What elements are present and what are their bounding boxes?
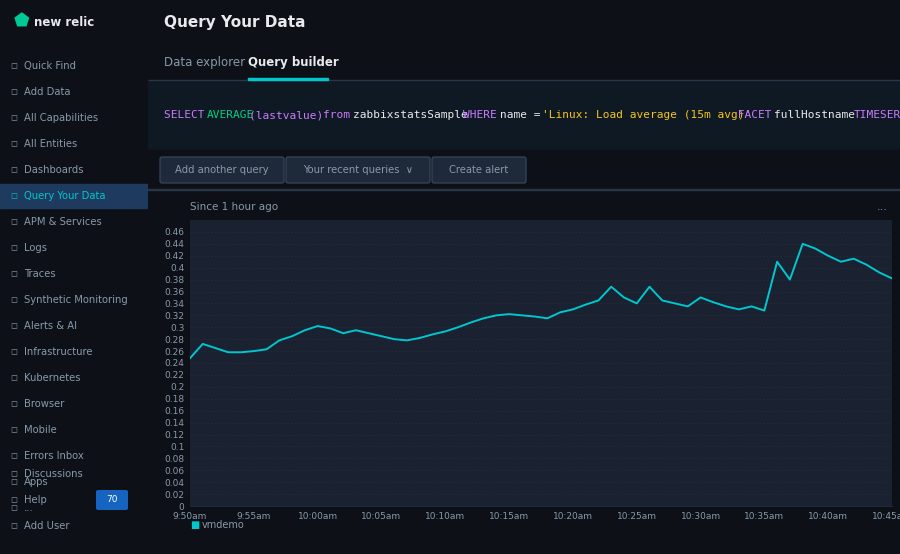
Text: ◻: ◻: [10, 399, 17, 408]
Text: Kubernetes: Kubernetes: [24, 373, 80, 383]
Text: Query Your Data: Query Your Data: [164, 15, 305, 30]
Text: Browser: Browser: [24, 399, 65, 409]
Text: Add User: Add User: [24, 521, 69, 531]
Text: vmdemo: vmdemo: [202, 520, 245, 530]
Bar: [0, 184, 148, 208]
Text: ⬟: ⬟: [14, 13, 30, 31]
FancyBboxPatch shape: [286, 157, 430, 183]
Text: Query builder: Query builder: [248, 56, 338, 69]
Bar: [0, 0, 148, 45]
Text: Quick Find: Quick Find: [24, 61, 76, 71]
Text: Errors Inbox: Errors Inbox: [24, 451, 84, 461]
Text: ◻: ◻: [10, 218, 17, 227]
Text: ◻: ◻: [10, 269, 17, 279]
Text: TIMESERIES: TIMESERIES: [853, 110, 900, 120]
Text: Traces: Traces: [24, 269, 56, 279]
Text: ◻: ◻: [10, 495, 17, 505]
Text: ◻: ◻: [10, 425, 17, 434]
Text: ◻: ◻: [10, 504, 17, 512]
Text: Create alert: Create alert: [449, 165, 508, 175]
Text: Mobile: Mobile: [24, 425, 57, 435]
Text: ◻: ◻: [10, 140, 17, 148]
Text: Discussions: Discussions: [24, 469, 83, 479]
Text: ...: ...: [24, 503, 34, 513]
Text: Synthetic Monitoring: Synthetic Monitoring: [24, 295, 128, 305]
Text: Add another query: Add another query: [176, 165, 269, 175]
Text: Data explorer: Data explorer: [164, 56, 245, 69]
Text: Alerts & AI: Alerts & AI: [24, 321, 77, 331]
Text: ...: ...: [878, 202, 888, 212]
Text: zabbixstatsSample: zabbixstatsSample: [353, 110, 474, 120]
Text: Since 1 hour ago: Since 1 hour ago: [190, 202, 278, 212]
Text: ◻: ◻: [10, 452, 17, 460]
Text: 70: 70: [106, 495, 118, 505]
Text: ◻: ◻: [10, 166, 17, 175]
Text: ◻: ◻: [10, 88, 17, 96]
Bar: [148, 189, 900, 190]
FancyBboxPatch shape: [160, 157, 284, 183]
Text: new relic: new relic: [34, 16, 94, 28]
Text: 'Linux: Load average (15m avg)': 'Linux: Load average (15m avg)': [542, 110, 752, 120]
Text: Add Data: Add Data: [24, 87, 70, 97]
Bar: [148, 0, 900, 45]
Text: FACET: FACET: [732, 110, 778, 120]
Text: ◻: ◻: [10, 295, 17, 305]
Text: Dashboards: Dashboards: [24, 165, 84, 175]
Text: ◻: ◻: [10, 114, 17, 122]
Text: Your recent queries  ∨: Your recent queries ∨: [303, 165, 413, 175]
Text: Query Your Data: Query Your Data: [24, 191, 105, 201]
Bar: [148, 150, 900, 190]
Text: (lastvalue): (lastvalue): [249, 110, 330, 120]
Text: ◻: ◻: [10, 373, 17, 382]
Text: ◻: ◻: [10, 192, 17, 201]
Text: SELECT: SELECT: [164, 110, 211, 120]
Text: Help: Help: [24, 495, 47, 505]
Text: ◻: ◻: [10, 478, 17, 486]
Bar: [148, 45, 900, 80]
Text: from: from: [322, 110, 356, 120]
Text: Logs: Logs: [24, 243, 47, 253]
Text: All Entities: All Entities: [24, 139, 77, 149]
Text: APM & Services: APM & Services: [24, 217, 102, 227]
FancyBboxPatch shape: [96, 490, 128, 510]
Text: ◻: ◻: [10, 469, 17, 479]
Text: WHERE: WHERE: [463, 110, 503, 120]
Text: ◻: ◻: [10, 347, 17, 357]
Text: ◻: ◻: [10, 61, 17, 70]
Text: AVERAGE: AVERAGE: [207, 110, 254, 120]
Text: name =: name =: [500, 110, 547, 120]
Text: Infrastructure: Infrastructure: [24, 347, 93, 357]
Text: ■: ■: [190, 520, 199, 530]
Bar: [148, 80, 900, 150]
Text: Apps: Apps: [24, 477, 49, 487]
FancyBboxPatch shape: [432, 157, 526, 183]
Text: All Capabilities: All Capabilities: [24, 113, 98, 123]
Text: ◻: ◻: [10, 321, 17, 331]
Bar: [248, 78, 328, 80]
Text: ◻: ◻: [10, 244, 17, 253]
Text: ◻: ◻: [10, 521, 17, 531]
Text: fullHostname: fullHostname: [774, 110, 862, 120]
